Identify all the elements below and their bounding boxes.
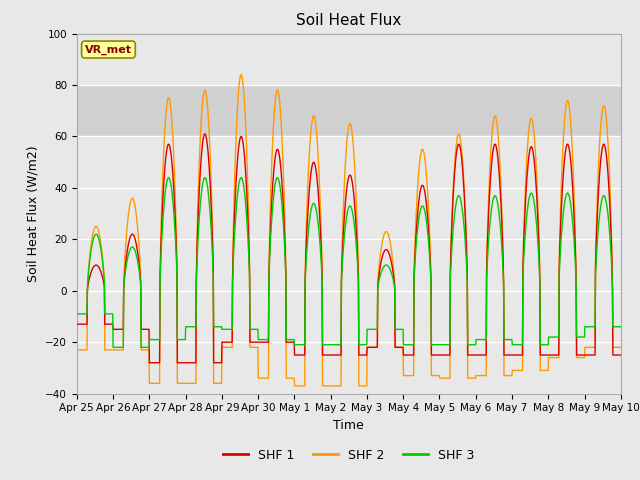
- SHF 3: [553, 334, 561, 340]
- SHF 3: [73, 311, 81, 317]
- SHF 1: [201, 131, 209, 137]
- SHF 3: [255, 337, 263, 343]
- SHF 2: [180, 381, 188, 386]
- SHF 1: [553, 352, 561, 358]
- Y-axis label: Soil Heat Flux (W/m2): Soil Heat Flux (W/m2): [27, 145, 40, 282]
- SHF 2: [505, 372, 513, 378]
- SHF 3: [195, 227, 202, 233]
- Bar: [77, 85, 621, 136]
- X-axis label: Time: Time: [333, 419, 364, 432]
- SHF 1: [617, 352, 625, 358]
- SHF 2: [255, 375, 263, 381]
- SHF 1: [145, 360, 153, 366]
- SHF 2: [194, 204, 202, 210]
- SHF 2: [553, 355, 561, 360]
- SHF 1: [73, 321, 81, 327]
- SHF 1: [505, 352, 513, 358]
- SHF 3: [182, 337, 189, 343]
- Line: SHF 2: SHF 2: [77, 75, 621, 386]
- Title: Soil Heat Flux: Soil Heat Flux: [296, 13, 401, 28]
- SHF 2: [434, 372, 442, 378]
- SHF 3: [165, 175, 173, 180]
- SHF 1: [195, 213, 202, 218]
- SHF 1: [181, 360, 189, 366]
- SHF 2: [291, 383, 298, 389]
- SHF 3: [434, 342, 442, 348]
- SHF 2: [237, 72, 245, 78]
- SHF 1: [434, 352, 442, 358]
- Text: VR_met: VR_met: [85, 44, 132, 55]
- SHF 3: [109, 345, 117, 350]
- SHF 3: [505, 337, 513, 343]
- SHF 2: [617, 345, 625, 350]
- SHF 2: [73, 347, 81, 353]
- Line: SHF 3: SHF 3: [77, 178, 621, 348]
- Legend: SHF 1, SHF 2, SHF 3: SHF 1, SHF 2, SHF 3: [218, 444, 479, 467]
- SHF 1: [255, 339, 263, 345]
- SHF 3: [617, 324, 625, 330]
- Line: SHF 1: SHF 1: [77, 134, 621, 363]
